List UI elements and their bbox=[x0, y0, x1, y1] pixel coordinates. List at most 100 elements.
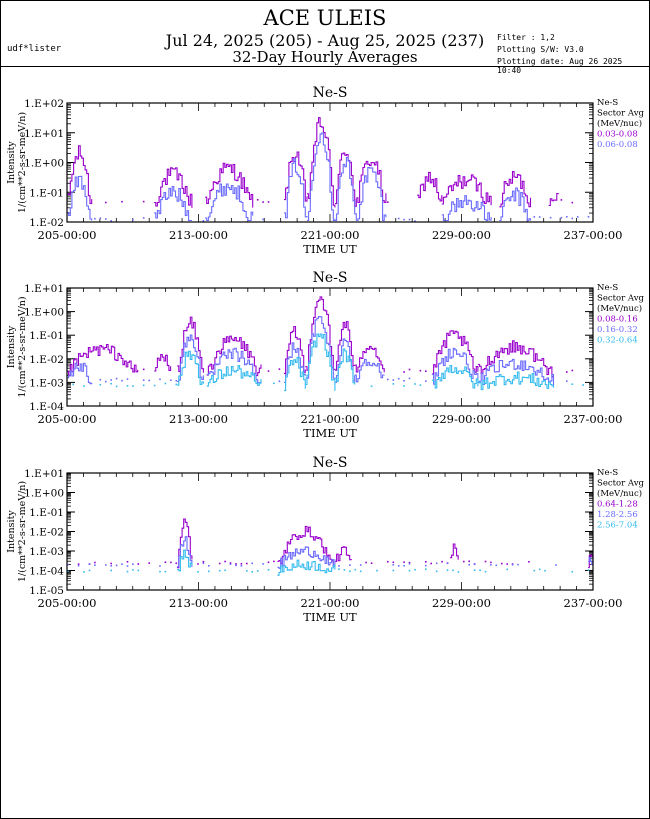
data-point bbox=[425, 370, 427, 372]
data-point bbox=[414, 568, 416, 571]
data-point bbox=[164, 561, 167, 563]
x-axis-label: TIME UT bbox=[303, 426, 357, 440]
data-point bbox=[571, 570, 574, 573]
series-trace bbox=[67, 344, 139, 377]
x-tick-label: 229-00:00 bbox=[432, 596, 491, 610]
legend-entry: 2.56-7.04 bbox=[597, 521, 638, 531]
y-tick-label: 1.E-02 bbox=[29, 354, 64, 366]
y-axis-label: Intensity bbox=[6, 141, 17, 184]
data-point bbox=[408, 562, 411, 565]
series-trace bbox=[334, 321, 356, 371]
chart-panel-1: Ne-S 1.E-02 1.E-01 1.E+00 1.E+01 1.E+02 205-00… bbox=[6, 85, 645, 256]
series-trace bbox=[284, 356, 306, 392]
data-point bbox=[425, 561, 427, 563]
data-point bbox=[408, 569, 411, 572]
data-point bbox=[121, 200, 123, 203]
series-2.56-7.04 bbox=[67, 549, 590, 576]
data-point bbox=[273, 382, 275, 385]
data-point bbox=[403, 385, 405, 387]
series-trace bbox=[548, 193, 560, 207]
data-point bbox=[94, 561, 96, 564]
data-point bbox=[72, 383, 74, 386]
data-point bbox=[99, 378, 102, 381]
data-point bbox=[240, 563, 243, 565]
data-point bbox=[403, 218, 405, 221]
data-point bbox=[349, 570, 351, 573]
data-point bbox=[99, 217, 102, 220]
data-point bbox=[571, 217, 574, 220]
data-point bbox=[506, 568, 508, 571]
data-point bbox=[397, 377, 400, 380]
chart-panel-3: Ne-S 1.E-05 1.E-04 1.E-03 1.E-02 1.E-01 1.E+00… bbox=[6, 455, 645, 624]
y-axis-units: 1/(cm**2-s-sr-meV/n) bbox=[17, 296, 28, 397]
data-point bbox=[77, 564, 80, 567]
data-point bbox=[121, 563, 123, 565]
data-point bbox=[490, 564, 492, 566]
data-point bbox=[175, 379, 178, 382]
data-point bbox=[115, 385, 118, 388]
data-point bbox=[468, 560, 470, 563]
data-point bbox=[392, 379, 395, 381]
data-point bbox=[517, 563, 519, 566]
data-point bbox=[419, 369, 422, 372]
data-point bbox=[94, 217, 96, 220]
filter-label: Filter : 1,2 bbox=[497, 33, 555, 42]
data-point bbox=[262, 201, 264, 203]
y-tick-label: 1.E+01 bbox=[24, 468, 64, 480]
data-point bbox=[387, 560, 389, 563]
data-point bbox=[262, 218, 264, 221]
series-trace bbox=[177, 350, 204, 386]
series-trace bbox=[450, 543, 459, 560]
data-point bbox=[251, 562, 253, 565]
series-trace bbox=[177, 316, 204, 373]
series-0.32-0.64 bbox=[72, 333, 584, 392]
y-tick-label: 1.E+02 bbox=[24, 98, 64, 110]
data-point bbox=[392, 383, 395, 385]
data-point bbox=[576, 216, 579, 218]
data-point bbox=[110, 220, 112, 222]
data-point bbox=[202, 562, 205, 565]
x-tick-label: 213-00:00 bbox=[169, 228, 228, 242]
series-trace bbox=[354, 358, 385, 383]
data-point bbox=[582, 384, 584, 386]
data-point bbox=[473, 563, 476, 566]
data-point bbox=[105, 380, 107, 383]
data-point bbox=[197, 571, 199, 573]
data-point bbox=[105, 564, 107, 566]
y-axis-units: 1/(cm**2-s-sr-meV/n) bbox=[17, 481, 28, 582]
x-axis-label: TIME UT bbox=[303, 242, 357, 256]
data-point bbox=[256, 570, 259, 572]
legend-entry: 0.06-0.08 bbox=[597, 140, 638, 150]
y-tick-label: 1.E-05 bbox=[29, 585, 64, 597]
data-point bbox=[202, 220, 205, 222]
y-tick-label: 1.E+00 bbox=[24, 488, 64, 500]
data-point bbox=[88, 563, 91, 565]
legend-title: (MeV/nuc) bbox=[597, 118, 642, 129]
data-point bbox=[148, 379, 150, 382]
plot-frame bbox=[66, 472, 594, 591]
y-tick-label: 1.E-04 bbox=[29, 566, 64, 578]
series-trace bbox=[354, 345, 385, 373]
data-point bbox=[132, 385, 134, 387]
data-point bbox=[414, 383, 416, 385]
data-point bbox=[83, 571, 85, 573]
data-point bbox=[132, 563, 134, 565]
plot-frame bbox=[66, 287, 594, 407]
data-point bbox=[435, 562, 438, 565]
data-point bbox=[132, 569, 134, 571]
series-0.08-0.16 bbox=[67, 296, 574, 378]
data-point bbox=[110, 382, 112, 385]
data-point bbox=[267, 561, 270, 564]
series-trace bbox=[284, 158, 308, 219]
legend-entry: 0.08-0.16 bbox=[597, 315, 638, 325]
chart-title: Ne-S bbox=[313, 455, 348, 471]
x-tick-label: 221-00:00 bbox=[301, 228, 360, 242]
data-point bbox=[142, 200, 145, 203]
data-point bbox=[159, 570, 161, 573]
series-trace bbox=[307, 117, 336, 208]
data-point bbox=[105, 201, 107, 204]
data-point bbox=[153, 384, 156, 387]
y-tick-label: 1.E-02 bbox=[29, 217, 64, 229]
series-trace bbox=[431, 330, 479, 375]
x-tick-label: 213-00:00 bbox=[169, 596, 228, 610]
